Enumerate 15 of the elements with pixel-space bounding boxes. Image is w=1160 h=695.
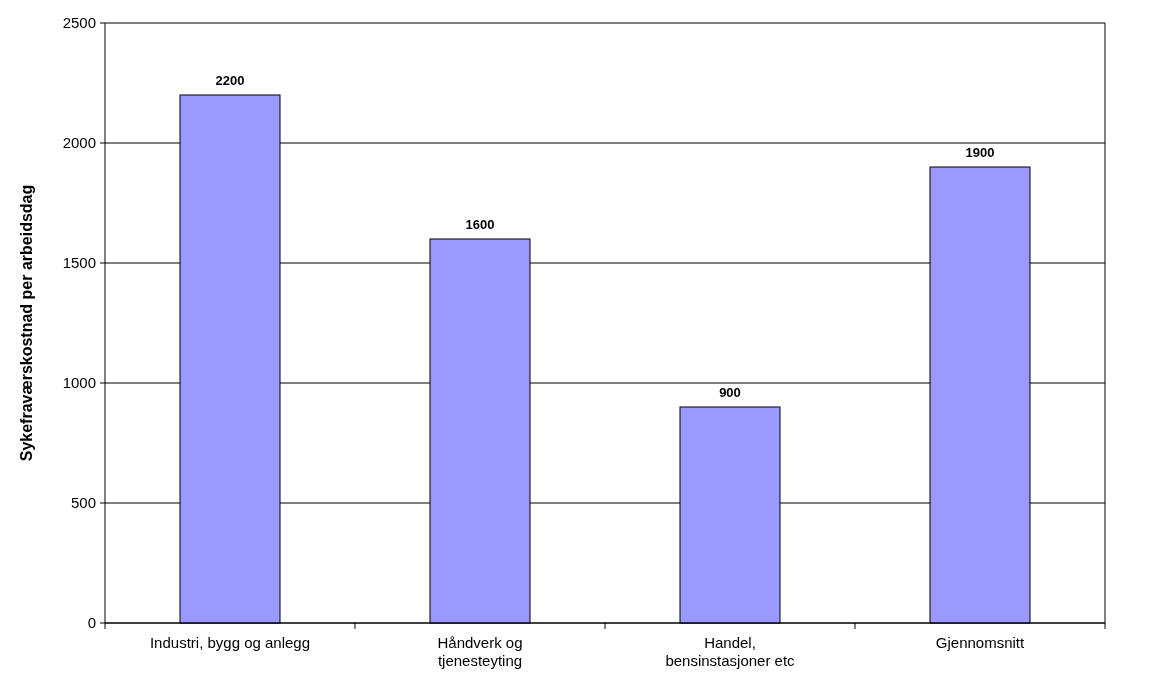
y-axis-title: Sykefraværskostnad per arbeidsdag <box>18 184 35 462</box>
x-tick-label: Gjennomsnitt <box>935 634 1026 651</box>
data-label: 900 <box>719 385 741 400</box>
x-tick-label: Håndverk og tjenesteyting <box>437 634 523 669</box>
data-label: 2200 <box>215 73 245 88</box>
y-tick-label: 1500 <box>62 254 96 272</box>
data-label: 1600 <box>465 217 495 232</box>
x-tick-label: Handel, bensinstasjoner etc <box>665 634 796 669</box>
data-label: 1900 <box>965 145 995 160</box>
y-tick-label: 2500 <box>62 14 96 32</box>
y-tick-label: 500 <box>70 494 96 512</box>
x-tick-label: Industri, bygg og anlegg <box>149 634 311 651</box>
y-tick-label: 0 <box>87 614 96 632</box>
y-tick-label: 1000 <box>62 374 96 392</box>
y-tick-label: 2000 <box>62 134 96 152</box>
